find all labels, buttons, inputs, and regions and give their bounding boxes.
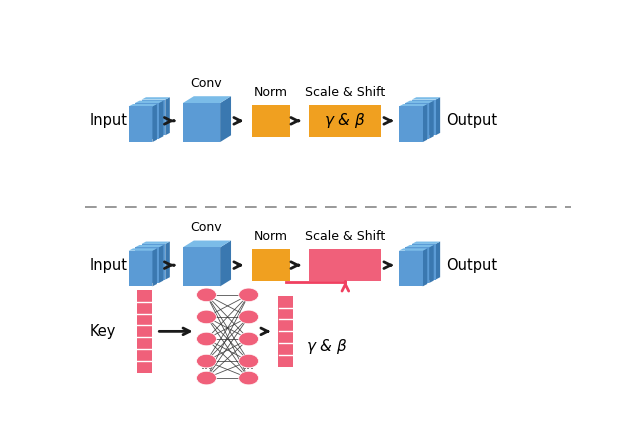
Circle shape [196, 332, 216, 346]
Circle shape [239, 288, 259, 302]
FancyBboxPatch shape [141, 100, 165, 135]
Circle shape [196, 288, 216, 302]
Polygon shape [423, 104, 428, 142]
FancyBboxPatch shape [135, 103, 159, 138]
Text: Norm: Norm [254, 86, 288, 99]
Text: Norm: Norm [254, 230, 288, 243]
Polygon shape [436, 97, 440, 135]
Polygon shape [165, 97, 170, 135]
Text: Output: Output [447, 113, 498, 128]
Polygon shape [412, 242, 440, 244]
Circle shape [239, 310, 259, 324]
FancyBboxPatch shape [412, 100, 436, 135]
Polygon shape [183, 240, 231, 247]
Polygon shape [429, 101, 434, 138]
Circle shape [239, 354, 259, 368]
Polygon shape [423, 248, 428, 286]
Polygon shape [141, 242, 170, 244]
Text: Key: Key [90, 324, 116, 339]
FancyBboxPatch shape [278, 296, 293, 367]
Text: Output: Output [447, 258, 498, 273]
FancyBboxPatch shape [309, 249, 381, 281]
Polygon shape [429, 245, 434, 283]
Circle shape [239, 332, 259, 346]
FancyBboxPatch shape [399, 106, 423, 142]
FancyBboxPatch shape [183, 103, 220, 142]
Polygon shape [436, 242, 440, 280]
Polygon shape [141, 97, 170, 100]
FancyBboxPatch shape [129, 251, 152, 286]
FancyBboxPatch shape [129, 106, 152, 142]
Circle shape [239, 371, 259, 385]
Text: Input: Input [90, 113, 128, 128]
Polygon shape [165, 242, 170, 280]
FancyBboxPatch shape [252, 105, 289, 137]
FancyBboxPatch shape [399, 251, 423, 286]
Circle shape [196, 371, 216, 385]
Text: $\gamma$ & $\beta$: $\gamma$ & $\beta$ [306, 337, 348, 356]
FancyBboxPatch shape [135, 247, 159, 283]
Circle shape [196, 354, 216, 368]
Polygon shape [135, 245, 163, 247]
Circle shape [196, 310, 216, 324]
Polygon shape [129, 248, 157, 251]
Text: Input: Input [90, 258, 128, 273]
Polygon shape [220, 240, 231, 286]
Polygon shape [152, 248, 157, 286]
FancyBboxPatch shape [309, 105, 381, 137]
Polygon shape [399, 104, 428, 106]
Text: Conv: Conv [191, 77, 222, 90]
Text: Scale & Shift: Scale & Shift [305, 230, 385, 243]
Polygon shape [183, 96, 231, 103]
Text: Scale & Shift: Scale & Shift [305, 86, 385, 99]
Polygon shape [129, 104, 157, 106]
Text: Conv: Conv [191, 221, 222, 235]
Polygon shape [220, 96, 231, 142]
FancyBboxPatch shape [412, 244, 436, 280]
Polygon shape [159, 245, 163, 283]
Text: ···: ··· [200, 363, 212, 376]
Polygon shape [405, 245, 434, 247]
FancyBboxPatch shape [405, 247, 429, 283]
Text: $\gamma$ & $\beta$: $\gamma$ & $\beta$ [324, 111, 366, 131]
FancyBboxPatch shape [405, 103, 429, 138]
Polygon shape [135, 101, 163, 103]
Polygon shape [399, 248, 428, 251]
FancyBboxPatch shape [183, 247, 220, 286]
Polygon shape [159, 101, 163, 138]
Polygon shape [405, 101, 434, 103]
Polygon shape [412, 97, 440, 100]
FancyBboxPatch shape [252, 249, 289, 281]
FancyBboxPatch shape [141, 244, 165, 280]
FancyBboxPatch shape [136, 290, 152, 373]
Polygon shape [152, 104, 157, 142]
Text: ···: ··· [243, 363, 255, 376]
